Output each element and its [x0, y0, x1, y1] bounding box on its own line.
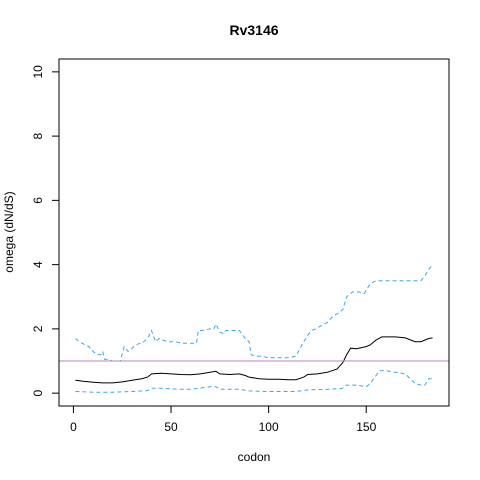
- omega-estimate-line: [75, 336, 433, 384]
- y-tick-label: 2: [31, 325, 45, 332]
- series-layer: [59, 264, 449, 393]
- x-tick-label: 100: [259, 420, 279, 434]
- x-axis-title: codon: [238, 450, 271, 464]
- plot-frame: [58, 58, 450, 407]
- y-axis: 0 2 4 6 8 10: [31, 65, 60, 396]
- y-tick-label: 6: [31, 197, 45, 204]
- y-tick-label: 8: [31, 132, 45, 139]
- title-layer: Rv3146: [229, 22, 278, 38]
- x-axis: 0 50 100 150: [70, 405, 377, 434]
- lower-bound-line: [75, 370, 433, 393]
- y-axis-title: omega (dN/dS): [2, 191, 16, 272]
- x-tick-label: 0: [70, 420, 77, 434]
- upper-bound-line: [75, 264, 433, 362]
- x-tick-label: 50: [164, 420, 178, 434]
- y-tick-label: 4: [31, 261, 45, 268]
- chart-title: Rv3146: [229, 22, 278, 38]
- y-tick-label: 10: [31, 65, 45, 79]
- x-tick-label: 150: [356, 420, 376, 434]
- plot-area: [58, 58, 450, 407]
- y-tick-label: 0: [31, 389, 45, 396]
